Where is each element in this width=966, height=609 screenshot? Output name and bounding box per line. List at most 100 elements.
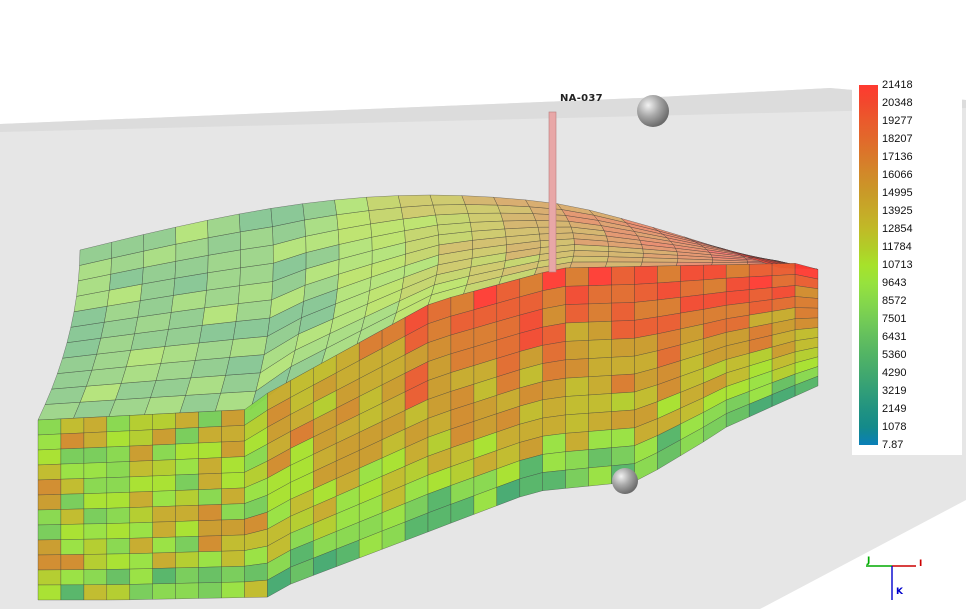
front-face-cell: [542, 396, 566, 419]
j-axis-label: J: [867, 556, 871, 566]
front-face-cell: [60, 569, 85, 586]
front-face-cell: [221, 534, 245, 552]
reservoir-model[interactable]: [37, 194, 819, 601]
front-face-cell: [611, 355, 635, 376]
legend-label: 7.87: [882, 439, 904, 451]
top-surface-cell: [397, 194, 434, 208]
front-face-cell: [565, 321, 589, 342]
front-face-cell: [542, 359, 566, 382]
front-face-cell: [725, 276, 750, 293]
front-face-cell: [175, 427, 199, 445]
front-face-cell: [565, 267, 589, 287]
front-face-cell: [106, 507, 131, 524]
well-marker-sphere[interactable]: [637, 95, 669, 127]
legend-label: 2149: [882, 403, 907, 415]
front-face-cell: [175, 520, 199, 538]
front-face-cell: [106, 491, 131, 509]
front-face-cell: [106, 415, 131, 433]
front-face-cell: [83, 569, 108, 586]
front-face-cell: [198, 550, 222, 568]
front-face-cell: [611, 302, 635, 322]
front-face-cell: [175, 504, 199, 522]
front-face-cell: [37, 554, 62, 571]
legend-label: 6431: [882, 331, 907, 343]
front-face-cell: [565, 449, 589, 471]
legend-label: 20348: [882, 97, 913, 109]
front-face-cell: [129, 460, 153, 478]
front-face-cell: [657, 265, 681, 284]
front-face-cell: [152, 505, 176, 523]
legend-label: 5360: [882, 349, 907, 361]
front-face-cell: [565, 467, 589, 489]
front-face-cell: [106, 522, 131, 540]
legend-label: 17136: [882, 151, 913, 163]
top-surface-cell: [467, 212, 504, 223]
legend-label: 21418: [882, 79, 913, 91]
front-face-cell: [106, 553, 131, 570]
front-face-cell: [37, 494, 62, 511]
front-face-cell: [588, 465, 612, 487]
front-face-cell: [83, 446, 108, 464]
front-face-cell: [37, 569, 62, 586]
front-face-cell: [198, 535, 222, 553]
front-face-cell: [129, 537, 153, 554]
top-surface-cell: [179, 392, 222, 414]
well-trajectory[interactable]: [548, 111, 557, 273]
legend-label: 8572: [882, 295, 907, 307]
front-face-cell: [83, 492, 108, 510]
front-face-cell: [221, 425, 245, 443]
legend-label: 18207: [882, 133, 913, 145]
front-face-cell: [175, 582, 199, 600]
front-face-cell: [221, 456, 245, 474]
legend-label: 12854: [882, 223, 913, 235]
front-face-cell: [175, 489, 199, 507]
legend-label: 11784: [882, 241, 912, 253]
front-face-cell: [565, 303, 589, 324]
front-face-cell: [129, 568, 153, 585]
front-face-cell: [588, 429, 612, 450]
front-face-cell: [611, 284, 635, 304]
top-surface-cell: [220, 372, 261, 394]
front-face-cell: [221, 581, 245, 599]
front-face-cell: [152, 583, 176, 600]
front-face-cell: [611, 373, 635, 394]
front-face-cell: [611, 337, 635, 358]
front-face-cell: [542, 414, 566, 437]
legend-label: 19277: [882, 115, 913, 127]
front-face-cell: [634, 282, 658, 303]
front-face-cell: [611, 320, 635, 340]
front-face-cell: [198, 504, 222, 521]
front-face-cell: [198, 488, 222, 506]
top-surface-cell: [500, 212, 537, 222]
front-face-cell: [37, 463, 62, 481]
legend-label: 9643: [882, 277, 907, 289]
well-marker-sphere[interactable]: [612, 468, 638, 494]
front-face-cell: [129, 414, 153, 432]
top-surface-cell: [429, 194, 466, 206]
front-face-cell: [198, 566, 222, 584]
front-face-cell: [60, 584, 85, 601]
front-face-cell: [83, 462, 108, 479]
front-face-cell: [542, 469, 566, 491]
front-face-cell: [175, 551, 199, 569]
front-face-cell: [588, 375, 612, 396]
front-face-cell: [60, 554, 85, 571]
front-face-cell: [37, 478, 62, 496]
front-face-cell: [37, 539, 62, 556]
front-face-cell: [60, 523, 85, 540]
front-face-cell: [152, 567, 176, 585]
front-face-cell: [152, 443, 176, 461]
front-face-cell: [83, 538, 108, 555]
front-face-cell: [175, 536, 199, 553]
top-surface-cell: [229, 336, 268, 358]
ground-plane-edge: [0, 88, 966, 132]
legend-color-bar: [859, 85, 878, 445]
front-face-cell: [611, 409, 635, 430]
front-face-cell: [198, 457, 222, 475]
front-face-cell: [152, 536, 176, 554]
legend-label: 10713: [882, 259, 913, 271]
top-surface-cell: [225, 354, 265, 376]
front-face-cell: [680, 279, 704, 298]
